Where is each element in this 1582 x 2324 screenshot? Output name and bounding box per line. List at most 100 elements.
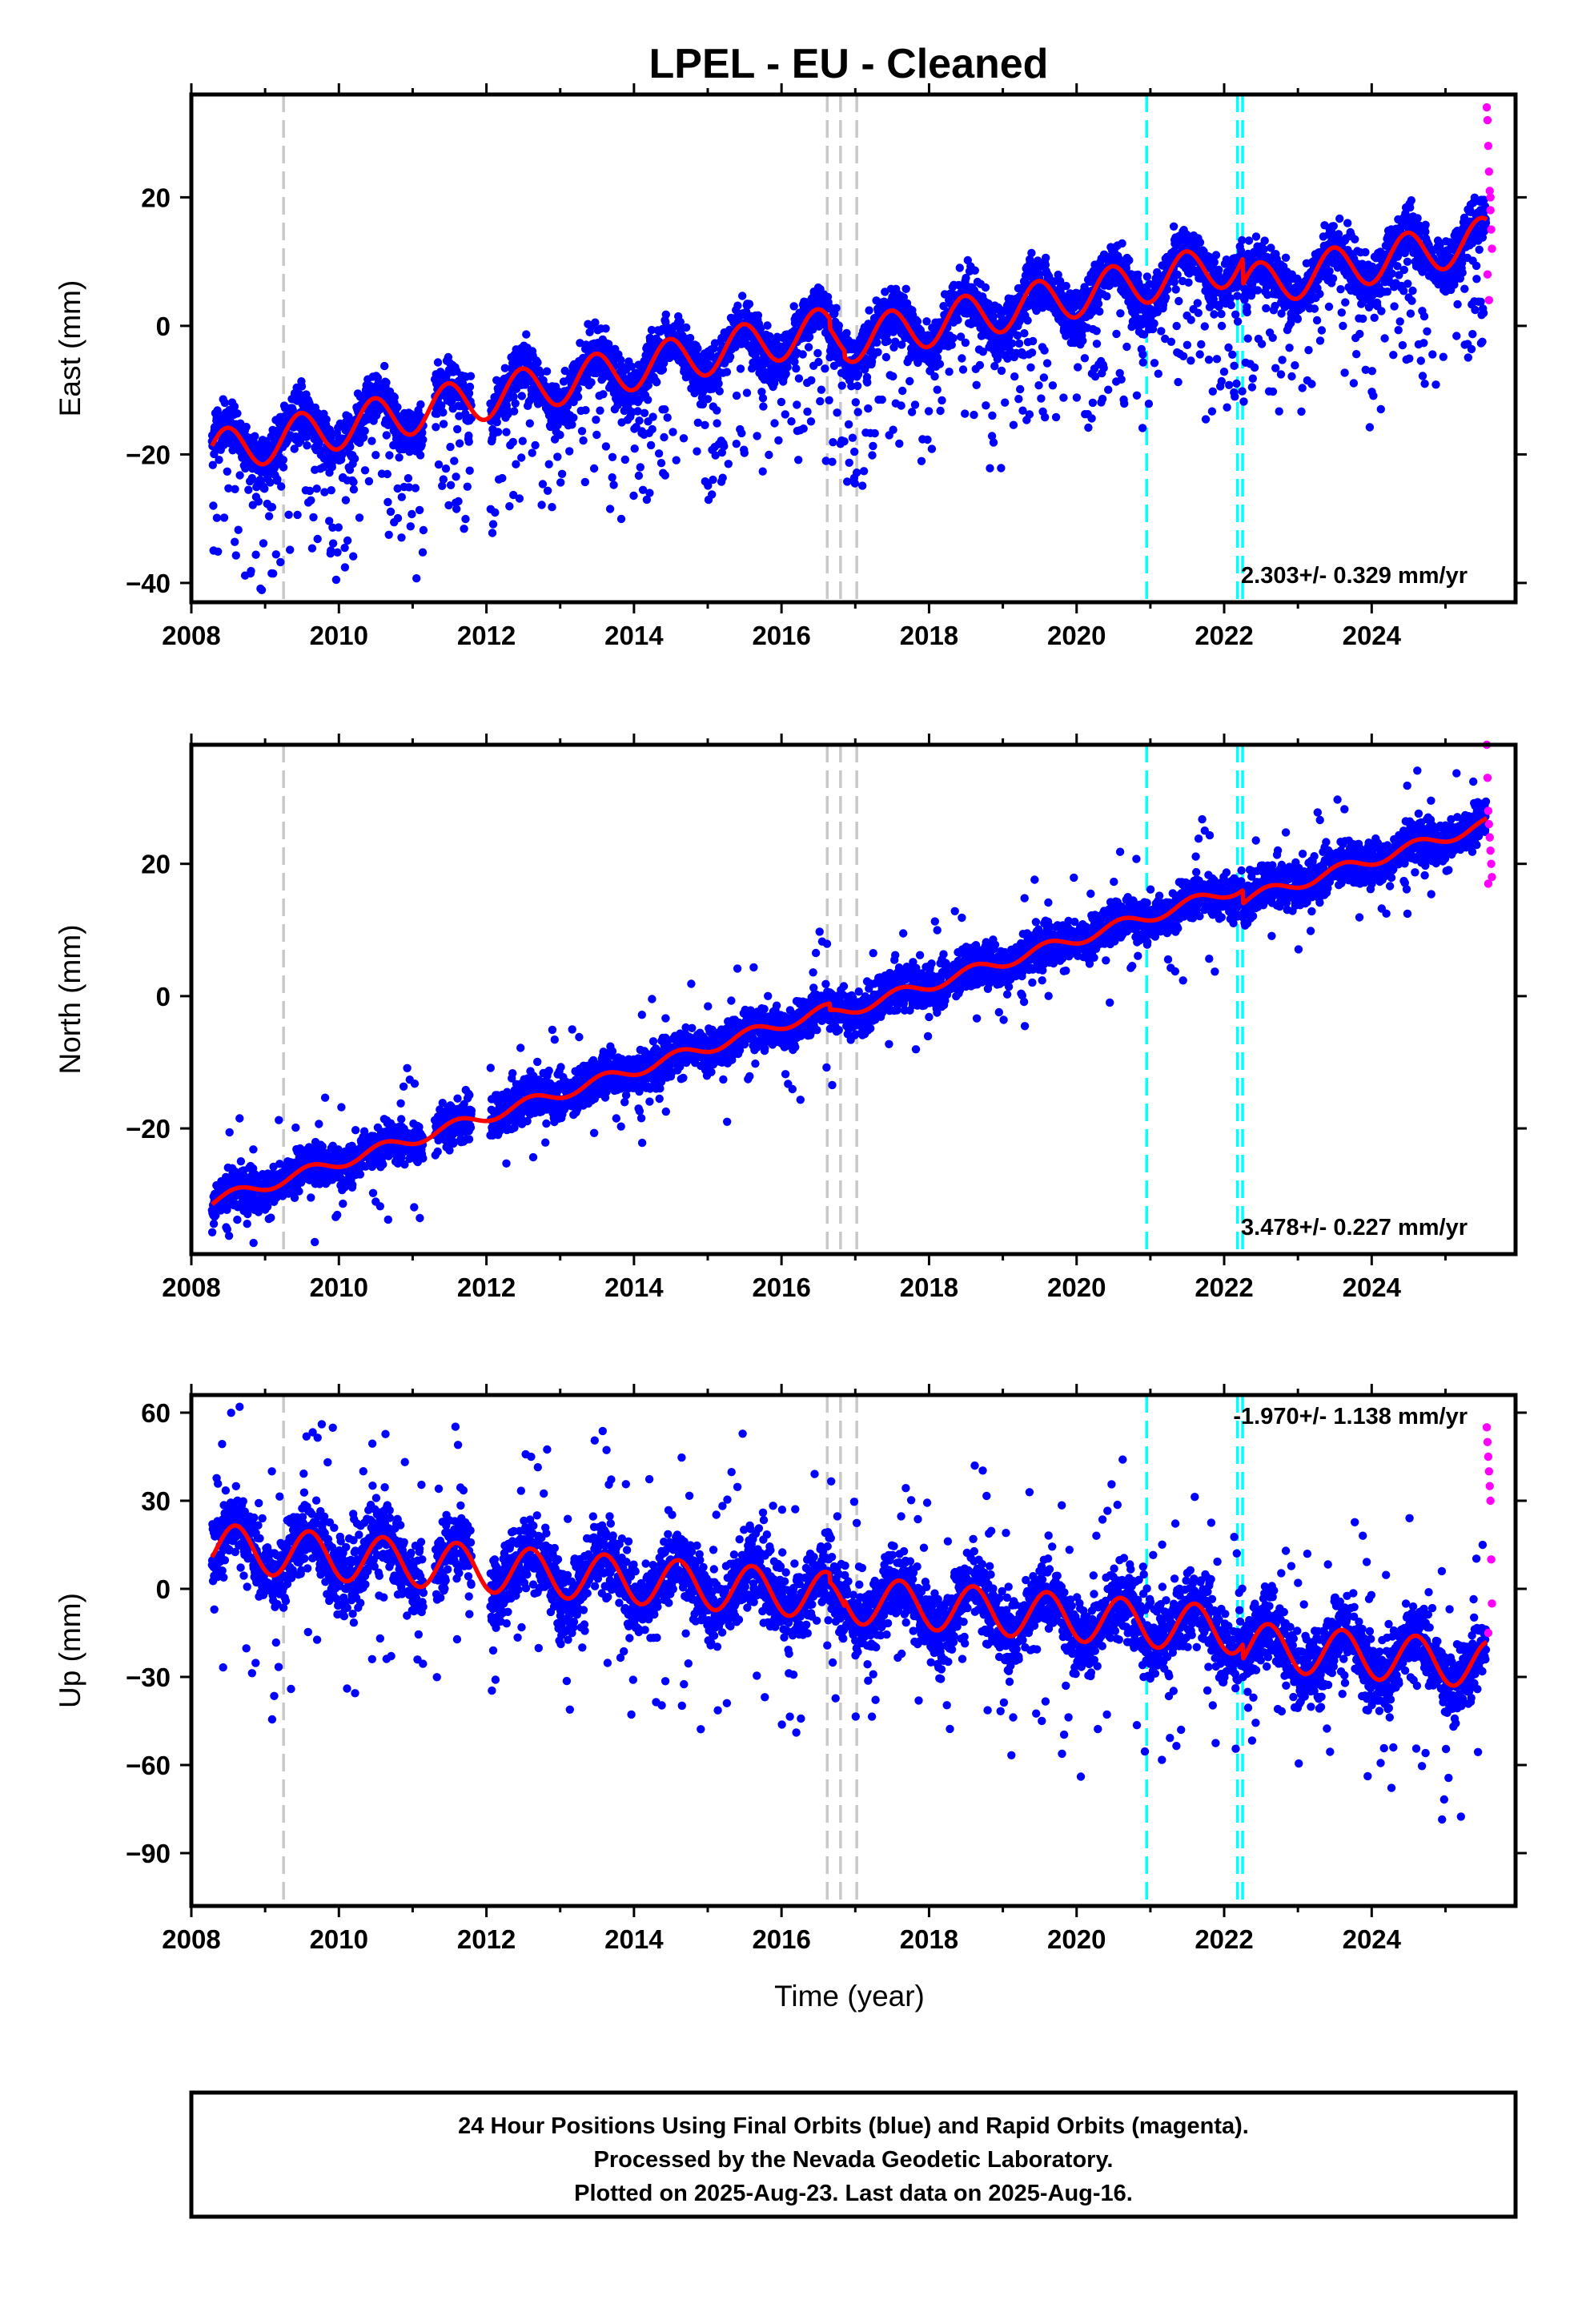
final-orbit-point [917, 456, 926, 465]
final-orbit-point [491, 508, 500, 517]
final-orbit-point [1231, 392, 1239, 401]
final-orbit-point [663, 413, 672, 422]
final-orbit-point [1472, 261, 1481, 271]
final-orbit-point [1278, 356, 1287, 364]
final-orbit-point [913, 317, 922, 326]
final-orbit-point [286, 545, 295, 554]
final-orbit-point [868, 451, 877, 460]
final-orbit-point [568, 420, 576, 429]
north-panel: 2008 2010 2012 2014 2016 2018 2020 2022 2024−200… [54, 734, 1527, 1302]
final-orbit-point [853, 408, 862, 416]
final-orbit-point [1223, 403, 1231, 412]
final-orbit-point [833, 408, 841, 417]
final-orbit-point [1420, 380, 1429, 388]
final-orbit-point [1020, 329, 1029, 338]
final-orbit-point [814, 357, 823, 367]
final-orbit-point [579, 436, 588, 445]
final-orbit-point [958, 365, 968, 374]
final-orbit-point [1210, 310, 1219, 319]
final-orbit-point [1014, 339, 1024, 348]
final-orbit-point [1023, 316, 1032, 325]
final-orbit-point [1395, 317, 1404, 326]
final-orbit-point [1238, 387, 1247, 396]
final-orbit-point [340, 563, 350, 572]
final-orbit-point [254, 497, 263, 506]
final-orbit-point [924, 407, 934, 416]
final-orbit-point [404, 474, 413, 483]
final-orbit-point [565, 447, 574, 456]
final-orbit-point [556, 478, 565, 487]
final-orbit-point [1178, 352, 1188, 360]
final-orbit-point [898, 386, 907, 396]
final-orbit-point [1230, 361, 1239, 370]
final-orbit-point [845, 458, 853, 467]
final-orbit-point [853, 381, 862, 391]
final-orbit-point [1297, 407, 1306, 416]
final-orbit-point [1048, 381, 1058, 390]
final-orbit-point [1042, 253, 1050, 263]
final-orbit-point [327, 486, 335, 495]
east-data-points [207, 193, 1491, 594]
final-orbit-point [844, 420, 853, 429]
final-orbit-point [1390, 302, 1399, 311]
final-orbit-point [488, 529, 497, 537]
final-orbit-point [660, 432, 669, 442]
final-orbit-point [220, 398, 230, 408]
final-orbit-point [1059, 393, 1068, 402]
final-orbit-point [231, 485, 239, 493]
final-orbit-point [1080, 354, 1090, 363]
final-orbit-point [816, 396, 825, 406]
final-orbit-point [397, 533, 406, 542]
final-orbit-point [498, 473, 507, 483]
final-orbit-point [616, 514, 626, 524]
rapid-orbit-point [1484, 142, 1493, 151]
final-orbit-point [1403, 279, 1412, 288]
final-orbit-point [455, 439, 464, 448]
final-orbit-point [509, 407, 519, 416]
final-orbit-point [1094, 300, 1103, 308]
final-orbit-point [493, 428, 503, 436]
final-orbit-point [1138, 358, 1148, 367]
final-orbit-point [385, 451, 394, 460]
final-orbit-point [488, 520, 498, 529]
final-orbit-point [1243, 334, 1252, 343]
final-orbit-point [1478, 337, 1487, 346]
final-orbit-point [517, 453, 526, 462]
final-orbit-point [997, 366, 1006, 376]
final-orbit-point [1460, 284, 1469, 293]
final-orbit-point [759, 402, 768, 411]
final-orbit-point [461, 514, 470, 524]
final-orbit-point [923, 435, 932, 444]
final-orbit-point [1431, 380, 1440, 389]
final-orbit-point [1312, 316, 1322, 325]
final-orbit-point [1380, 334, 1389, 343]
y-tick-label: −20 [126, 440, 171, 469]
final-orbit-point [418, 548, 428, 557]
east-panel: 2008 2010 2012 2014 2016 2018 2020 2022 2024−40−… [54, 83, 1527, 650]
final-orbit-point [715, 387, 724, 396]
final-orbit-point [231, 551, 240, 560]
final-orbit-point [1419, 339, 1428, 348]
final-orbit-point [794, 456, 803, 464]
final-orbit-point [1423, 327, 1431, 336]
final-orbit-point [522, 330, 531, 339]
final-orbit-point [350, 454, 359, 463]
final-orbit-point [1195, 238, 1205, 247]
final-orbit-point [1210, 258, 1219, 267]
final-orbit-point [1416, 356, 1426, 365]
final-orbit-point [1399, 287, 1408, 296]
final-orbit-point [1001, 398, 1010, 407]
final-orbit-point [1095, 307, 1104, 316]
final-orbit-point [1329, 222, 1339, 231]
final-orbit-point [340, 543, 349, 553]
final-orbit-point [1475, 245, 1484, 254]
north-data-points [207, 766, 1491, 1248]
final-orbit-point [271, 550, 280, 559]
final-orbit-point [848, 433, 857, 442]
final-orbit-point [1172, 321, 1181, 331]
final-orbit-point [1413, 214, 1422, 223]
final-orbit-point [742, 388, 752, 397]
final-orbit-point [1315, 336, 1325, 345]
final-orbit-point [1042, 359, 1052, 368]
